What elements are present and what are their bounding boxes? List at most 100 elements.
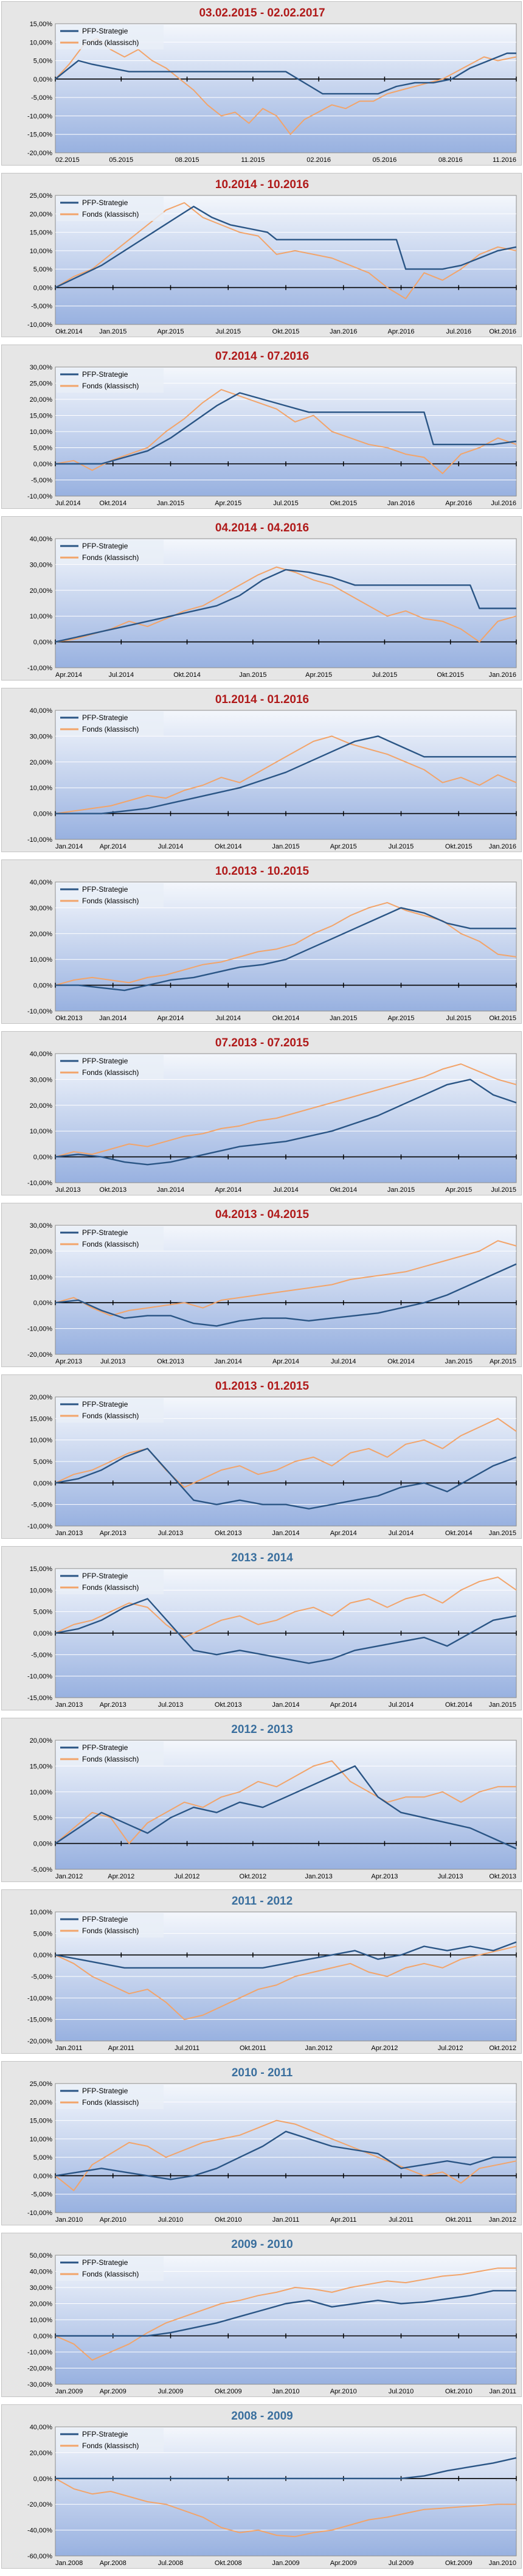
y-tick-label: 40,00% — [30, 879, 53, 886]
x-tick-label: Jul.2015 — [389, 843, 414, 850]
y-tick-label: 15,00% — [30, 21, 53, 28]
x-tick-label: Jan.2015 — [330, 1015, 357, 1022]
y-tick-label: -10,00% — [27, 1523, 52, 1530]
legend-label: Fonds (klassisch) — [82, 1755, 139, 1763]
y-tick-label: -10,00% — [27, 665, 52, 672]
y-tick-label: 10,00% — [30, 613, 53, 620]
y-tick-label: 25,00% — [30, 380, 53, 388]
series-line-strategy — [55, 1263, 517, 1327]
legend-label: Fonds (klassisch) — [82, 2441, 139, 2450]
y-tick-label: -20,00% — [27, 2365, 52, 2373]
x-tick-label: Apr.2013 — [55, 1358, 82, 1365]
y-tick-label: 20,00% — [30, 1102, 53, 1110]
x-tick-label: Apr.2014 — [330, 1530, 357, 1537]
series-line-fund — [55, 1945, 517, 2020]
y-tick-label: 20,00% — [30, 1737, 53, 1745]
legend: PFP-Strategie Fonds (klassisch) — [57, 883, 164, 908]
y-tick-label: -5,00% — [31, 1651, 52, 1659]
x-tick-label: Apr.2015 — [330, 843, 357, 850]
chart-svg: 10,00% 5,00% 0,00% -5,00% -10,00% -15,00% -20,… — [27, 1909, 517, 2052]
y-tick-label: 10,00% — [30, 1909, 53, 1916]
x-tick-label: Okt.2013 — [99, 1186, 126, 1194]
series-line-fund — [55, 1418, 517, 1488]
y-tick-label: 10,00% — [30, 956, 53, 964]
y-tick-label: -10,00% — [27, 493, 52, 500]
legend: PFP-Strategie Fonds (klassisch) — [57, 368, 164, 393]
series-line-fund — [55, 1760, 516, 1844]
y-tick-label: 15,00% — [30, 1763, 53, 1770]
chart-svg: 15,00% 10,00% 5,00% 0,00% -5,00% -10,00% -15,0… — [27, 1566, 517, 1709]
x-tick-label: Jan.2013 — [55, 1530, 83, 1537]
x-tick-label: 02.2016 — [307, 156, 331, 164]
x-tick-label: Okt.2016 — [489, 328, 516, 335]
chart-svg: 40,00%30,00%20,00%10,00%0,00%-10,00%Jul.… — [27, 1051, 517, 1194]
y-tick-label: -60,00% — [27, 2553, 52, 2560]
y-tick-label: 30,00% — [30, 733, 53, 740]
chart-panel: 01.2013 - 01.2015 20,00% 15,00% 10,00% 5,00%… — [1, 1374, 522, 1539]
chart-panel: 2013 - 2014 15,00% 10,00% 5,00% 0,00% -5,00% -… — [1, 1546, 522, 1710]
chart-svg: 40,00%30,00%20,00%10,00%0,00%-10,00%Okt.… — [27, 879, 517, 1022]
y-tick-label: -10,00% — [27, 113, 52, 120]
series-line-fund — [55, 1063, 517, 1158]
series-line-strategy — [55, 1765, 517, 1850]
y-tick-label: 15,00% — [30, 229, 53, 237]
chart-title: 2010 - 2011 — [231, 2067, 293, 2079]
x-tick-label: Okt.2013 — [157, 1358, 184, 1365]
x-tick-label: Jan.2009 — [55, 2388, 83, 2395]
legend-box — [57, 2428, 164, 2452]
x-tick-label: Apr.2012 — [371, 2045, 398, 2052]
x-tick-label: Okt.2014 — [173, 671, 201, 679]
legend-box — [57, 1913, 164, 1937]
y-tick-label: 20,00% — [30, 2301, 53, 2308]
series-line-strategy — [55, 1079, 517, 1166]
chart-title: 2012 - 2013 — [231, 1723, 293, 1736]
y-tick-label: 5,00% — [33, 445, 52, 452]
x-tick-label: Okt.2015 — [437, 671, 464, 679]
x-tick-label: Apr.2013 — [100, 1701, 126, 1709]
series-line-strategy — [55, 392, 517, 465]
x-tick-label: Jan.2012 — [489, 2216, 516, 2224]
x-tick-label: Apr.2014 — [157, 1015, 184, 1022]
chart-panel: 03.02.2015 - 02.02.2017 15,00% 10,00% 5,00%… — [1, 1, 522, 166]
y-tick-label: 5,00% — [33, 1815, 52, 1822]
chart-svg: 40,00%30,00%20,00%10,00%0,00%-10,00%Jan.… — [27, 707, 517, 850]
series-line-fund — [55, 735, 517, 814]
chart-title: 03.02.2015 - 02.02.2017 — [199, 7, 325, 19]
y-tick-label: 10,00% — [30, 1274, 53, 1281]
y-tick-label: -20,00% — [27, 2038, 52, 2045]
y-tick-label: -40,00% — [27, 2527, 52, 2535]
x-tick-label: Jan.2010 — [272, 2388, 299, 2395]
legend-label: Fonds (klassisch) — [82, 1240, 139, 1248]
x-tick-label: Jan.2014 — [157, 1186, 184, 1194]
y-tick-label: 20,00% — [30, 1248, 53, 1255]
x-tick-label: Jul.2014 — [55, 500, 81, 507]
y-tick-label: -5,00% — [31, 1866, 52, 1874]
chart-title: 10.2014 - 10.2016 — [215, 178, 310, 191]
legend-label: PFP-Strategie — [82, 1228, 128, 1237]
y-tick-label: 5,00% — [33, 1930, 52, 1937]
x-tick-label: Okt.2014 — [55, 328, 83, 335]
legend: PFP-Strategie Fonds (klassisch) — [57, 2256, 164, 2281]
chart-panel: 10.2014 - 10.2016 25,00% 20,00% 15,00% 10,00… — [1, 173, 522, 337]
x-tick-label: Apr.2014 — [100, 843, 126, 850]
y-tick-label: 30,00% — [30, 905, 53, 912]
x-tick-label: Jul.2016 — [491, 500, 516, 507]
x-tick-label: Jul.2013 — [55, 1186, 81, 1194]
y-tick-label: -5,00% — [31, 303, 52, 310]
x-tick-label: Jan.2010 — [55, 2216, 83, 2224]
y-tick-label: 20,00% — [30, 2449, 53, 2457]
x-tick-label: Jan.2015 — [445, 1358, 473, 1365]
y-tick-label: -5,00% — [31, 1502, 52, 1509]
x-tick-label: Apr.2015 — [157, 328, 184, 335]
x-tick-label: Okt.2014 — [445, 1701, 473, 1709]
x-tick-label: Jul.2011 — [389, 2216, 414, 2224]
x-tick-label: Okt.2014 — [99, 500, 126, 507]
x-tick-label: Jul.2015 — [491, 1186, 516, 1194]
y-tick-label: 10,00% — [30, 429, 53, 436]
chart-title: 2011 - 2012 — [231, 1895, 293, 1908]
legend-box — [57, 1055, 164, 1079]
x-tick-label: Jan.2010 — [489, 2560, 516, 2567]
y-tick-label: 0,00% — [33, 76, 52, 83]
y-tick-label: -10,00% — [27, 1326, 52, 1333]
y-tick-label: 15,00% — [30, 413, 53, 420]
